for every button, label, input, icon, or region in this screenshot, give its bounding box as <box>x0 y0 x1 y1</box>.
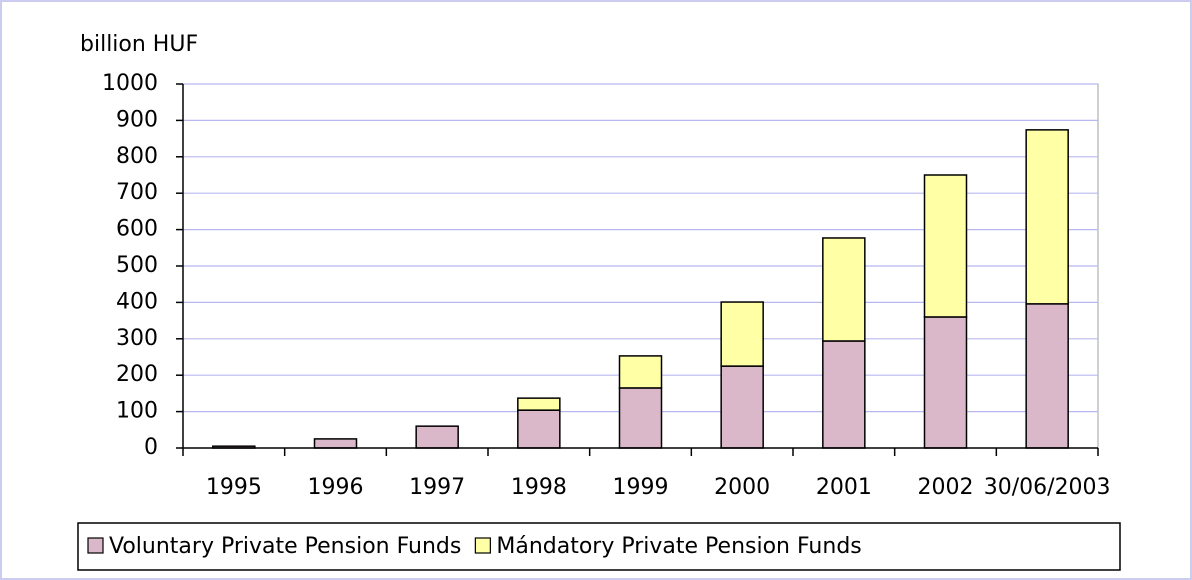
y-tick-label: 0 <box>144 435 158 460</box>
y-tick-label: 1000 <box>102 71 158 96</box>
legend-box <box>77 522 1121 571</box>
y-tick-label: 800 <box>116 144 158 169</box>
bar-segment <box>822 237 866 342</box>
y-unit-label: billion HUF <box>80 32 198 57</box>
bar-segment <box>618 387 663 449</box>
y-tick-label: 100 <box>116 399 158 424</box>
legend-label: Voluntary Private Pension Funds <box>109 534 461 559</box>
bar-segment <box>313 438 358 449</box>
legend-swatch <box>474 537 491 554</box>
y-tick-label: 200 <box>116 362 158 387</box>
bar-segment <box>923 316 968 449</box>
x-tick-label: 1997 <box>409 475 465 500</box>
y-tick-label: 600 <box>116 217 158 242</box>
x-tick-label: 30/06/2003 <box>984 475 1111 500</box>
bar-segment <box>822 340 866 449</box>
bar-segment <box>720 301 764 367</box>
bar-segment <box>1025 303 1069 449</box>
bar-segment <box>517 397 561 411</box>
x-tick-label: 1995 <box>206 475 262 500</box>
x-tick-label: 2000 <box>714 475 770 500</box>
bar-segment <box>1025 129 1069 305</box>
bar-segment <box>517 409 561 449</box>
y-tick-label: 500 <box>116 253 158 278</box>
y-tick-label: 900 <box>116 107 158 132</box>
x-tick-label: 1998 <box>511 475 567 500</box>
bar-segment <box>618 355 663 389</box>
x-tick-label: 1999 <box>613 475 669 500</box>
bar-segment <box>415 425 459 449</box>
x-tick-label: 2002 <box>918 475 974 500</box>
bar-segment <box>720 365 764 449</box>
legend-swatch <box>87 537 104 554</box>
y-tick-label: 400 <box>116 289 158 314</box>
legend-label: Mándatory Private Pension Funds <box>496 534 861 559</box>
x-tick-label: 1996 <box>308 475 364 500</box>
y-tick-label: 300 <box>116 326 158 351</box>
y-tick-label: 700 <box>116 180 158 205</box>
x-tick-label: 2001 <box>816 475 872 500</box>
bar-segment <box>923 174 968 318</box>
